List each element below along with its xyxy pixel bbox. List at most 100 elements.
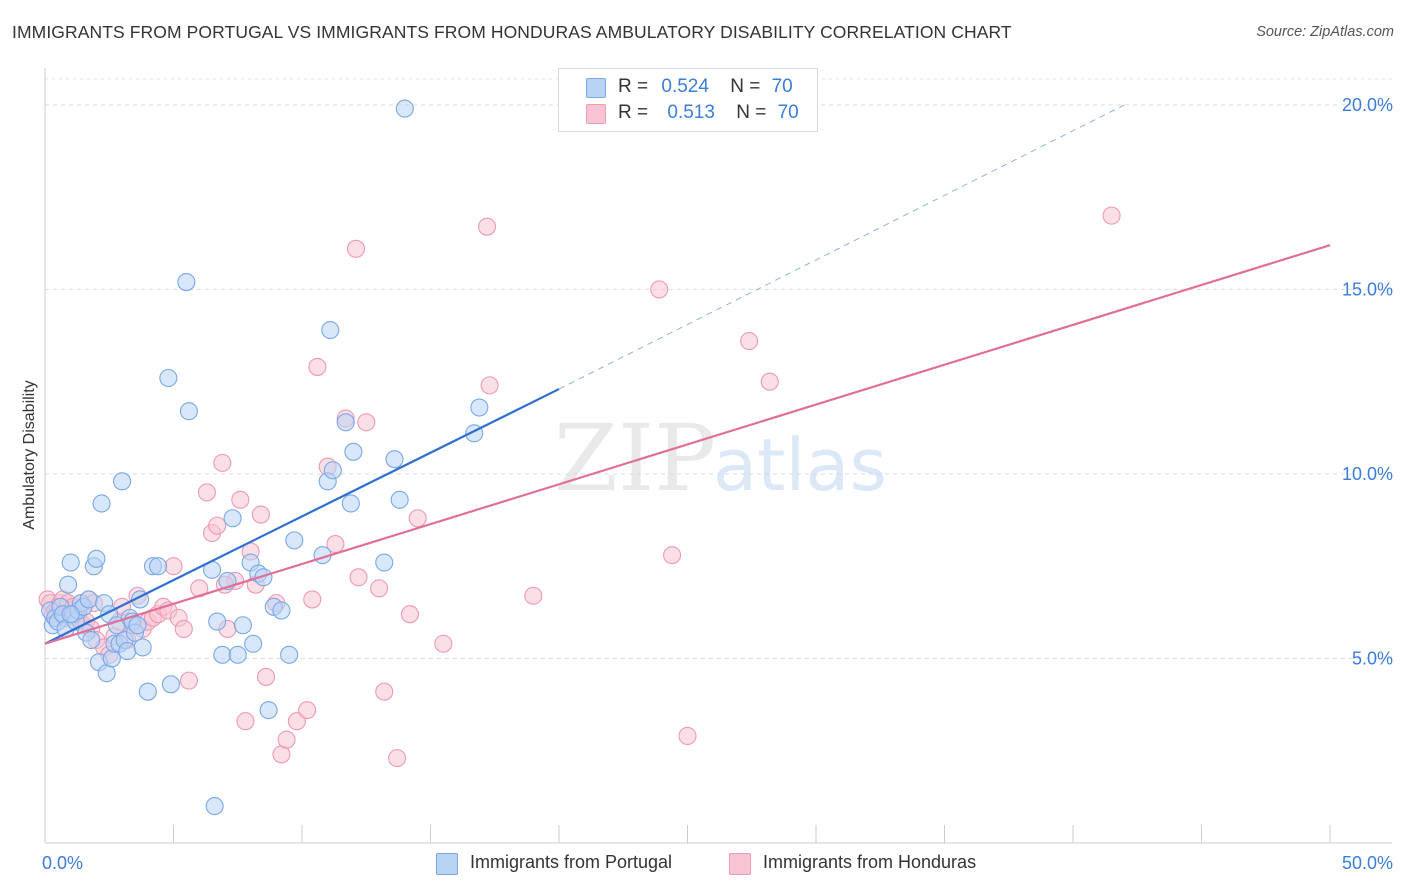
honduras-point-79: [357, 413, 376, 432]
portugal-point-28: [113, 472, 132, 491]
y-tick-label-3: 20.0%: [1342, 95, 1393, 115]
portugal-point-39: [149, 557, 168, 576]
honduras-point-71: [524, 586, 543, 605]
honduras-point-53: [277, 730, 296, 749]
portugal-point-34: [128, 616, 147, 635]
portugal-point-20: [92, 494, 111, 513]
x-tick-label-min: 0.0%: [42, 853, 83, 873]
portugal-point-8: [61, 553, 80, 572]
portugal-point-59: [285, 531, 304, 550]
legend-text-honduras: R = 0.513 N = 70: [618, 102, 799, 124]
honduras-point-70: [480, 376, 499, 395]
legend-r-value-portugal: 0.524: [661, 76, 709, 97]
honduras-point-42: [213, 453, 232, 472]
axes: [44, 68, 1392, 844]
y-tick-label-2: 15.0%: [1342, 279, 1393, 299]
portugal-point-41: [177, 272, 196, 292]
portugal-point-50: [233, 616, 252, 635]
portugal-point-15: [79, 590, 98, 609]
legend-r-label: R =: [618, 76, 649, 97]
portugal-point-65: [341, 494, 360, 513]
portugal-point-44: [205, 797, 224, 816]
legend-n-label: N =: [736, 102, 767, 123]
honduras-point-37: [179, 671, 198, 690]
portugal-point-48: [223, 509, 242, 528]
series-legend-swatch-honduras: [729, 853, 751, 875]
portugal-point-73: [159, 368, 178, 388]
series-legend: Immigrants from Portugal Immigrants from…: [0, 852, 1406, 876]
legend-swatch-portugal: [586, 78, 606, 98]
portugal-point-30: [118, 642, 137, 661]
y-axis-label: Ambulatory Disability: [21, 380, 38, 530]
trend-line-portugal: [44, 388, 560, 645]
honduras-point-55: [298, 701, 317, 720]
honduras-point-74: [678, 726, 697, 746]
portugal-point-52: [244, 634, 263, 653]
honduras-point-50: [256, 667, 276, 686]
portugal-point-72: [470, 398, 489, 417]
portugal-point-37: [138, 682, 157, 701]
honduras-point-73: [663, 546, 682, 565]
legend-swatch-honduras: [586, 104, 606, 124]
trend-line-honduras: [44, 244, 1331, 645]
honduras-point-56: [303, 590, 322, 609]
honduras-point-54: [287, 712, 306, 731]
grid-lines: [45, 78, 1392, 659]
portugal-point-45: [208, 612, 227, 631]
legend-n-value-portugal: 70: [771, 76, 793, 97]
honduras-point-72: [650, 280, 669, 299]
chart-title: IMMIGRANTS FROM PORTUGAL VS IMMIGRANTS F…: [12, 22, 1012, 42]
honduras-point-49: [251, 505, 270, 524]
x-tick-label-max: 50.0%: [1342, 853, 1393, 873]
portugal-point-49: [228, 645, 247, 664]
portugal-point-7: [59, 575, 78, 594]
watermark-zip: ZIP: [554, 405, 716, 512]
portugal-point-55: [259, 701, 278, 720]
watermark-atlas: atlas: [713, 423, 887, 507]
y-tick-label-0: 5.0%: [1352, 648, 1393, 668]
portugal-point-70: [395, 99, 414, 118]
honduras-point-64: [375, 682, 394, 701]
honduras-point-36: [174, 619, 193, 639]
honduras-point-77: [1102, 206, 1121, 225]
portugal-point-58: [280, 645, 299, 664]
source-label: Source: ZipAtlas.com: [1256, 24, 1394, 40]
honduras-point-68: [434, 634, 453, 653]
series-portugal-points: [41, 99, 489, 816]
portugal-point-74: [61, 605, 80, 624]
honduras-point-62: [349, 568, 368, 587]
honduras-point-57: [308, 357, 327, 376]
portugal-point-62: [321, 320, 340, 340]
honduras-point-66: [400, 605, 419, 624]
trend-lines: [44, 104, 1331, 645]
legend-n-value-honduras: 70: [777, 102, 799, 123]
legend-n-label: N =: [730, 76, 761, 97]
portugal-point-64: [336, 413, 355, 432]
correlation-legend: R = 0.524 N = 70 R = 0.513 N = 70: [558, 68, 818, 132]
legend-r-label: R =: [618, 102, 649, 123]
honduras-point-67: [408, 509, 427, 528]
portugal-point-68: [385, 450, 404, 469]
legend-r-value-honduras: 0.513: [667, 102, 715, 123]
honduras-point-41: [208, 516, 227, 535]
honduras-point-65: [388, 749, 407, 768]
portugal-point-54: [254, 568, 273, 587]
portugal-point-42: [179, 402, 198, 421]
portugal-point-46: [213, 645, 232, 664]
series-legend-swatch-portugal: [436, 853, 458, 875]
legend-text-portugal: R = 0.524 N = 70: [618, 76, 793, 98]
honduras-point-61: [346, 239, 366, 258]
trend-extension-portugal: [558, 104, 1125, 390]
portugal-point-57: [272, 601, 291, 620]
portugal-point-40: [161, 675, 180, 694]
honduras-point-75: [740, 332, 759, 351]
portugal-point-63: [323, 461, 342, 480]
portugal-point-18: [87, 549, 106, 568]
honduras-point-76: [760, 372, 779, 391]
portugal-point-66: [344, 442, 363, 461]
honduras-point-63: [370, 579, 389, 598]
honduras-point-46: [236, 712, 255, 731]
honduras-point-34: [164, 557, 183, 576]
series-legend-label-honduras: Immigrants from Honduras: [763, 852, 977, 872]
